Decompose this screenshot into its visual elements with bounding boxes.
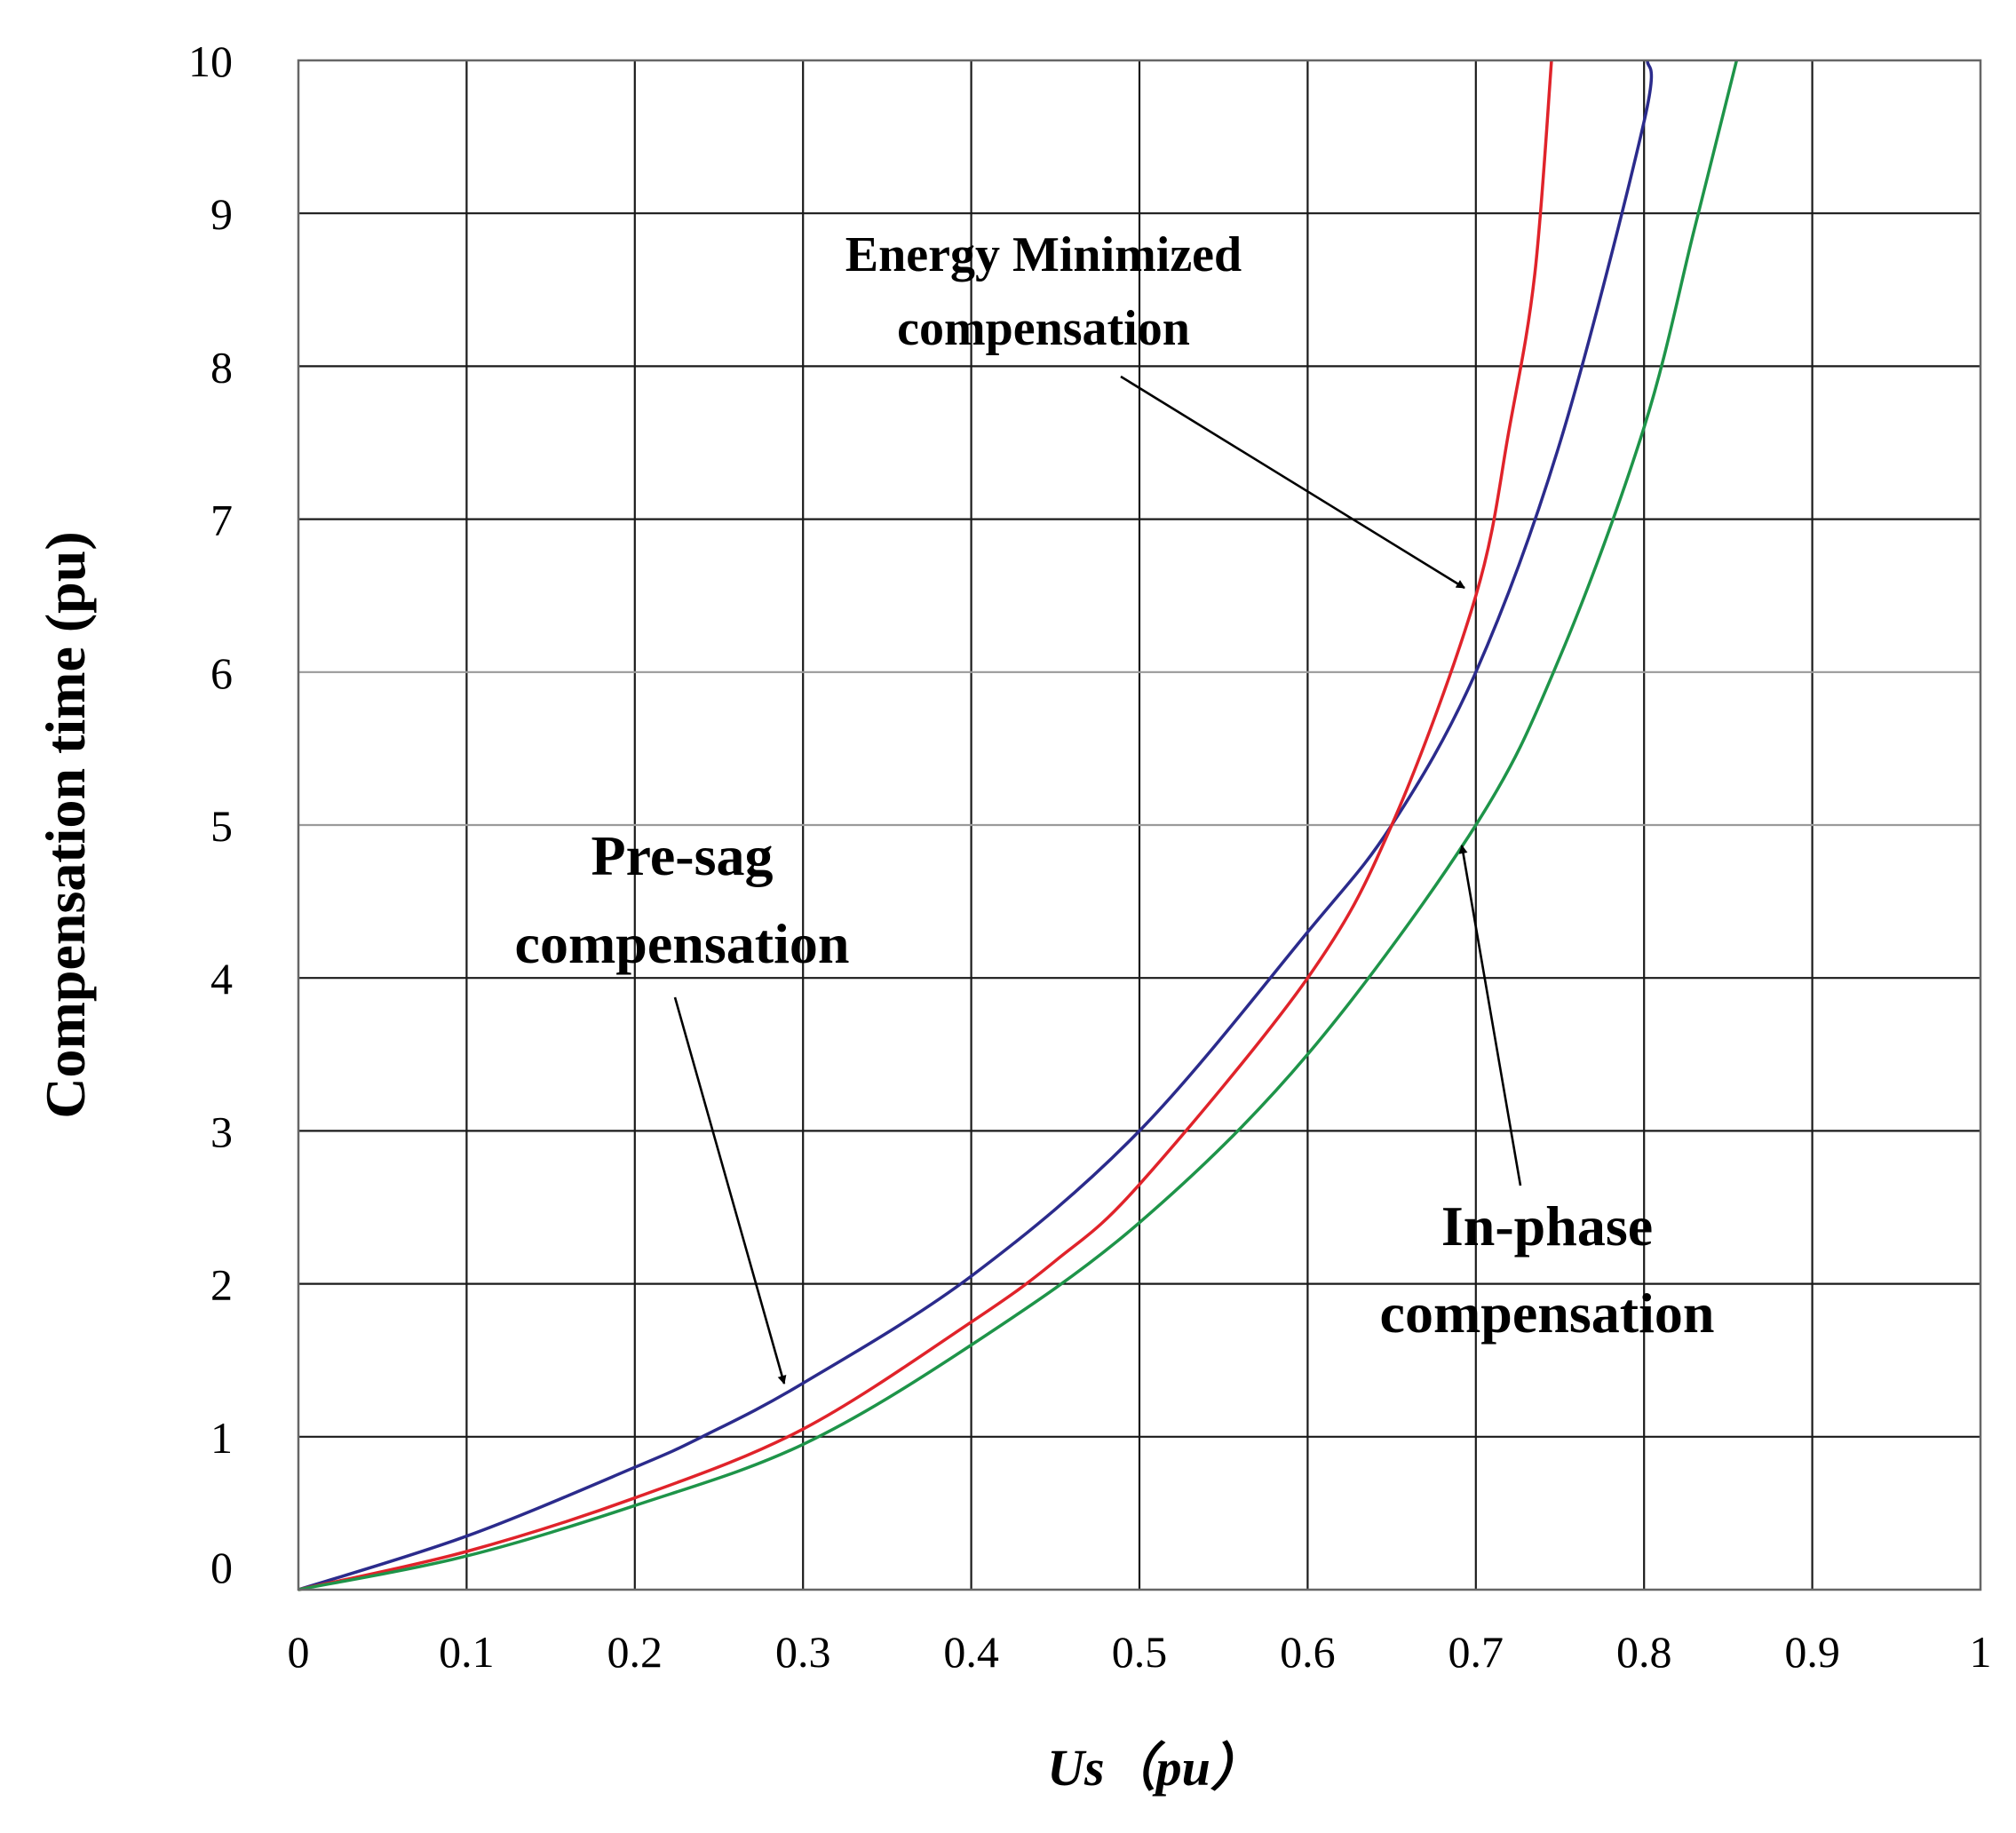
y-tick-label: 9	[210, 189, 233, 239]
annotation-in-phase-line1: In-phase	[1441, 1194, 1653, 1258]
y-tick-label: 0	[210, 1543, 233, 1592]
x-tick-label: 0.6	[1280, 1627, 1336, 1677]
x-tick-label: 0	[288, 1627, 310, 1677]
y-tick-label: 6	[210, 648, 233, 698]
x-tick-label: 0.8	[1616, 1627, 1672, 1677]
y-tick-label: 3	[210, 1107, 233, 1156]
series-line-energy-minimized-compensation	[298, 60, 1553, 1591]
x-tick-label: 1	[1970, 1627, 1992, 1677]
series-line-pre-sag-compensation	[298, 60, 1654, 1591]
annotation-energy-minimized: Energy Minimized compensation	[845, 227, 1465, 590]
annotation-pre-sag: Pre-sag compensation	[515, 824, 850, 1385]
annotation-in-phase-arrow	[1458, 845, 1522, 1186]
y-tick-label: 2	[210, 1260, 233, 1310]
annotation-pre-sag-line2: compensation	[515, 912, 850, 975]
annotation-energy-minimized-line2: compensation	[897, 301, 1190, 356]
x-tick-label: 0.9	[1784, 1627, 1840, 1677]
annotation-pre-sag-line1: Pre-sag	[591, 824, 774, 887]
plot-frame	[297, 59, 1982, 1591]
x-tick-label: 0.7	[1449, 1627, 1504, 1677]
x-tick-label: 0.3	[775, 1627, 831, 1677]
y-axis-label: Compensation time (pu)	[34, 531, 97, 1118]
y-tick-label: 1	[210, 1413, 233, 1463]
annotation-pre-sag-arrow	[673, 996, 787, 1385]
y-tick-label: 7	[210, 496, 233, 545]
annotation-in-phase: In-phase compensation	[1380, 845, 1715, 1345]
y-tick-label: 5	[210, 801, 233, 851]
x-tick-label: 0.2	[607, 1627, 663, 1677]
series-lines	[298, 60, 1739, 1591]
annotation-in-phase-line2: compensation	[1380, 1282, 1715, 1345]
grid	[298, 60, 1980, 1590]
x-tick-label: 0.5	[1112, 1627, 1168, 1677]
x-tick-label: 0.1	[439, 1627, 495, 1677]
x-tick-label: 0.4	[943, 1627, 999, 1677]
y-tick-label: 4	[210, 954, 233, 1004]
annotation-energy-minimized-arrow	[1120, 375, 1465, 590]
annotation-energy-minimized-line1: Energy Minimized	[845, 227, 1242, 282]
y-tick-label: 10	[188, 36, 233, 86]
axis-ticks: 0 0.1 0.2 0.3 0.4 0.5 0.6 0.7 0.8 0.9 101234567891…	[188, 36, 1992, 1677]
series-line-in-phase-compensation	[298, 60, 1739, 1591]
y-tick-label: 8	[210, 342, 233, 392]
x-axis-label: Us（pu）	[1047, 1739, 1262, 1797]
